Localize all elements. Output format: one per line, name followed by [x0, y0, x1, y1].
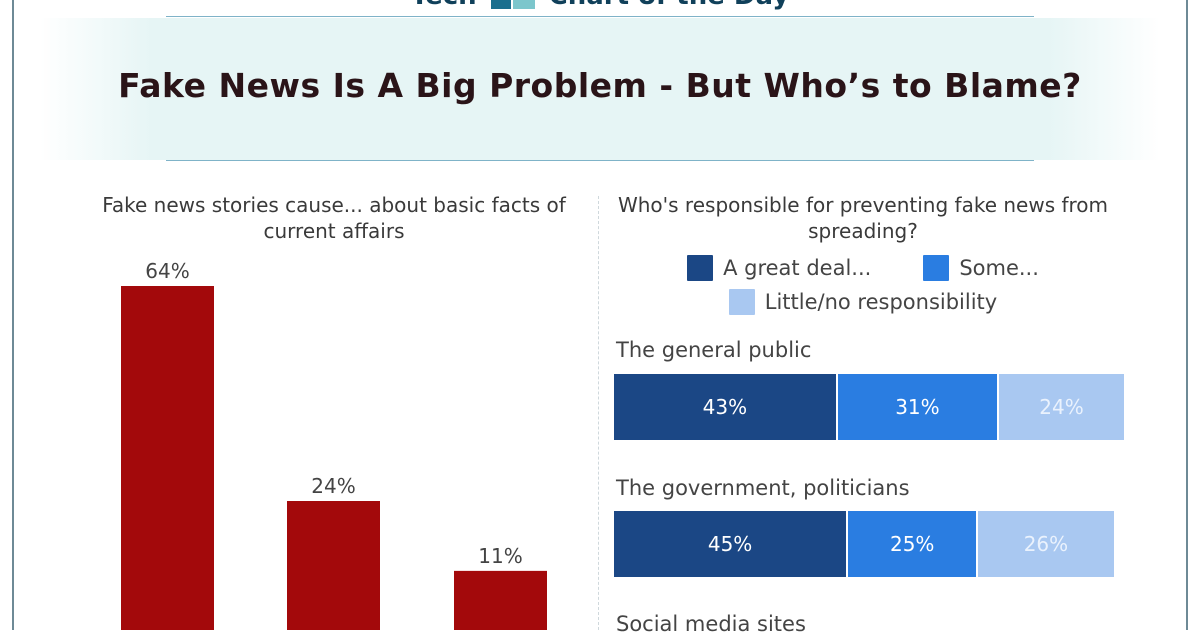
- legend-item-little: Little/no responsibility: [728, 289, 998, 315]
- stacked-bar-government: 45% 25% 26%: [614, 511, 1114, 577]
- legend-item-great-deal: A great deal...: [687, 255, 871, 281]
- legend-label-little: Little/no responsibility: [764, 290, 998, 314]
- category-label-social-media: Social media sites: [616, 612, 806, 636]
- legend-label-great-deal: A great deal...: [723, 256, 872, 280]
- bar-value-label-1: 24%: [311, 474, 355, 498]
- brand-left-text: Tech: [411, 0, 477, 11]
- legend-swatch-some: [923, 255, 950, 281]
- page-title: Fake News Is A Big Problem - But Who’s t…: [118, 66, 1082, 105]
- category-label-general-public: The general public: [616, 338, 812, 362]
- legend-item-some: Some...: [923, 255, 1039, 281]
- frame-left-border: [12, 0, 14, 630]
- bar-1: [287, 501, 380, 630]
- frame-right-border: [1186, 0, 1188, 630]
- brand-right-text: Chart of the Day: [549, 0, 790, 11]
- legend: A great deal... Some... Little/no respon…: [610, 255, 1116, 315]
- bar-2: [454, 570, 547, 630]
- stacked-bar-general-public: 43% 31% 24%: [614, 374, 1124, 440]
- header-band: [40, 18, 1160, 160]
- panel-divider: [598, 196, 599, 630]
- segment-general-public-little: 24%: [999, 374, 1124, 440]
- legend-label-some: Some...: [959, 256, 1039, 280]
- bar-0: [121, 286, 214, 630]
- right-chart-title: Who's responsible for preventing fake ne…: [617, 193, 1109, 243]
- header-top-rule: [166, 16, 1034, 17]
- segment-government-great-deal: 45%: [614, 511, 849, 577]
- bar-value-label-2: 11%: [478, 544, 522, 568]
- category-label-government: The government, politicians: [616, 476, 910, 500]
- segment-general-public-some: 31%: [837, 374, 1000, 440]
- segment-government-some: 25%: [848, 511, 979, 577]
- legend-swatch-great-deal: [687, 255, 714, 281]
- brand-header: Tech Chart of the Day: [0, 0, 1200, 11]
- segment-general-public-great-deal: 43%: [614, 374, 838, 440]
- left-chart-title: Fake news stories cause... about basic f…: [102, 193, 566, 243]
- legend-swatch-little: [728, 289, 755, 315]
- segment-government-little: 26%: [978, 511, 1114, 577]
- bar-value-label-0: 64%: [145, 259, 189, 283]
- brand-logo-icon: [490, 0, 535, 9]
- header-bottom-rule: [166, 160, 1034, 161]
